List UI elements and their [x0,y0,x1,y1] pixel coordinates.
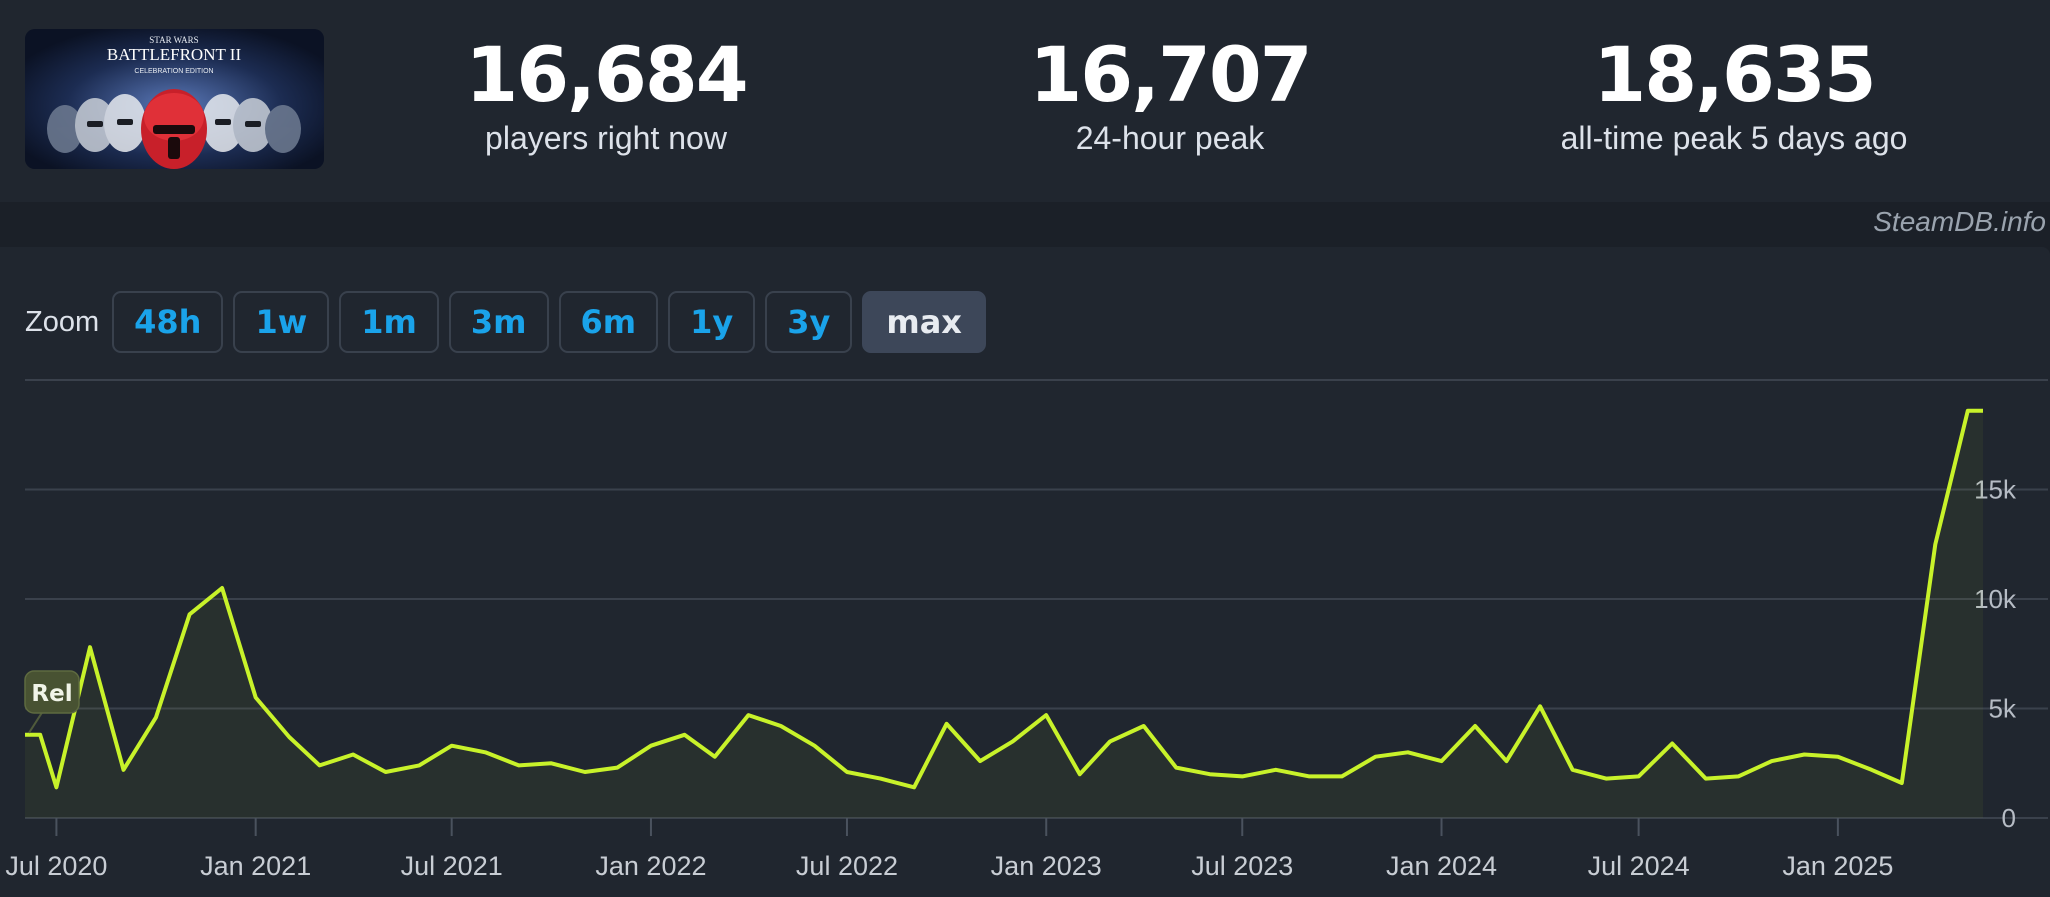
stat-value: 18,635 [1593,30,1876,119]
zoom-6m-button[interactable]: 6m [558,291,659,353]
zoom-3y-button[interactable]: 3y [765,291,853,353]
zoom-48h-button[interactable]: 48h [112,291,224,353]
banner-text-main: BATTLEFRONT II [107,45,242,64]
series-area [25,410,1983,818]
x-tick-label: Jul 2024 [1588,851,1690,881]
zoom-controls: Zoom 48h 1w 1m 3m 6m 1y 3y max [25,290,996,354]
x-tick-label: Jul 2020 [5,851,107,881]
x-tick-label: Jan 2021 [200,851,311,881]
stat-value: 16,684 [465,30,748,119]
zoom-1y-button[interactable]: 1y [668,291,756,353]
banner-text-top: STAR WARS [149,35,198,45]
stats-header: STAR WARS BATTLEFRONT II CELEBRATION EDI… [0,0,2050,202]
y-tick-label: 10k [1974,584,2017,614]
stat-label: players right now [485,120,727,156]
stat-value: 16,707 [1029,30,1312,119]
zoom-1m-button[interactable]: 1m [339,291,439,353]
x-tick-label: Jan 2024 [1386,851,1497,881]
x-tick-label: Jul 2022 [796,851,898,881]
y-tick-label: 15k [1974,475,2017,505]
zoom-1w-button[interactable]: 1w [233,291,330,353]
chart-panel [0,247,2050,897]
y-tick-label: 0 [2002,803,2016,833]
stat-label: 24-hour peak [1075,120,1265,156]
x-tick-label: Jan 2025 [1782,851,1893,881]
game-cover-art-icon: STAR WARS BATTLEFRONT II CELEBRATION EDI… [25,29,324,169]
x-tick-label: Jan 2023 [991,851,1102,881]
y-tick-label: 5k [1989,694,2017,724]
zoom-3m-button[interactable]: 3m [448,291,549,353]
x-tick-label: Jan 2022 [595,851,706,881]
zoom-label: Zoom [25,305,100,338]
release-annotation-label: Rel [31,681,72,707]
stat-label: all-time peak 5 days ago [1560,120,1908,156]
stat-players-now: 16,684 players right now [386,30,826,158]
game-banner-image: STAR WARS BATTLEFRONT II CELEBRATION EDI… [25,29,324,169]
banner-text-sub: CELEBRATION EDITION [134,68,213,75]
x-tick-label: Jul 2021 [401,851,503,881]
stat-24h-peak: 16,707 24-hour peak [950,30,1390,158]
zoom-max-button[interactable]: max [862,291,986,353]
steamdb-credit: SteamDB.info [1873,206,2046,237]
release-annotation-badge [24,670,80,714]
series-line [25,408,1983,790]
stat-all-time-peak: 18,635 all-time peak 5 days ago [1514,30,1954,158]
x-tick-label: Jul 2023 [1191,851,1293,881]
